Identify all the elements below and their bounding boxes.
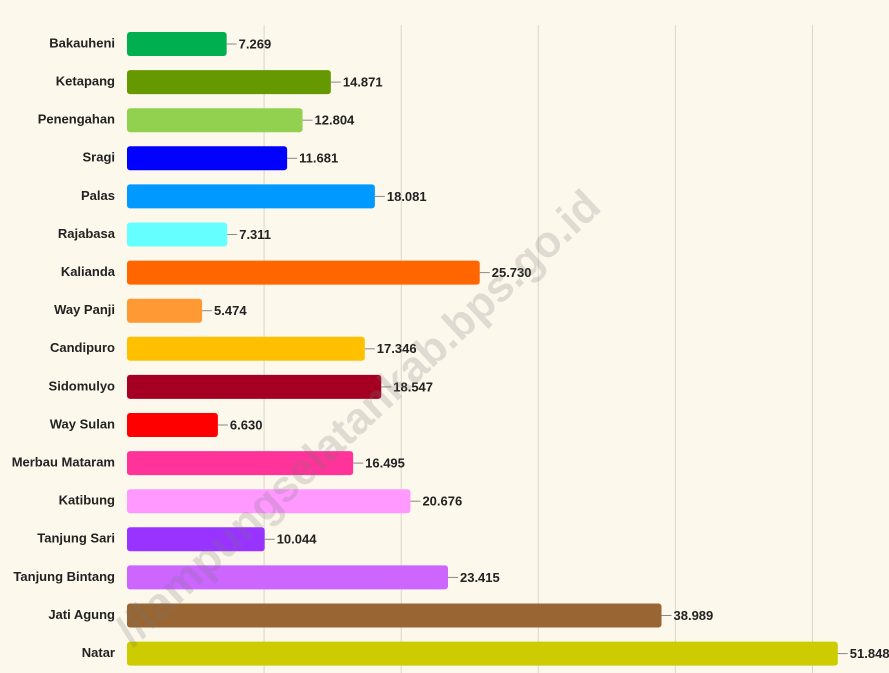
bar	[127, 184, 375, 209]
bar	[127, 298, 203, 323]
bars: Bakauheni 7.269 Ketapang 14.871 Penengahan 12…	[12, 32, 889, 666]
data-label: 12.804	[315, 113, 356, 128]
y-tick-label: Kalianda	[61, 264, 116, 279]
y-tick-label: Tanjung Bintang	[13, 569, 115, 584]
y-tick-label: Sragi	[82, 150, 115, 165]
bar	[127, 451, 354, 476]
data-label: 18.547	[393, 379, 433, 394]
bar	[127, 527, 265, 552]
data-label: 16.495	[365, 456, 405, 471]
data-label: 25.730	[492, 265, 532, 280]
y-tick-label: Natar	[82, 645, 115, 660]
bar	[127, 565, 448, 590]
y-tick-label: Palas	[81, 188, 115, 203]
data-label: 18.081	[387, 189, 427, 204]
data-label: 11.681	[299, 151, 338, 166]
data-label: 7.311	[239, 227, 271, 242]
data-label: 20.676	[422, 494, 462, 509]
data-label: 6.630	[230, 417, 263, 432]
bar	[127, 336, 365, 361]
bar	[127, 260, 480, 285]
data-label: 14.871	[343, 75, 383, 90]
data-label: 38.989	[674, 608, 714, 623]
data-label: 51.848	[850, 646, 889, 661]
y-tick-label: Sidomulyo	[49, 378, 116, 393]
y-tick-label: Candipuro	[50, 340, 115, 355]
bar	[127, 413, 218, 437]
data-label: 5.474	[214, 303, 247, 318]
y-tick-label: Ketapang	[56, 74, 115, 89]
bar	[127, 70, 331, 95]
y-tick-label: Merbau Mataram	[12, 455, 115, 470]
y-tick-label: Bakauheni	[49, 35, 115, 50]
y-tick-label: Rajabasa	[58, 226, 116, 241]
y-tick-label: Way Panji	[54, 302, 115, 317]
y-tick-label: Way Sulan	[50, 416, 115, 431]
y-tick-label: Tanjung Sari	[37, 531, 115, 546]
bar	[127, 641, 838, 666]
y-tick-label: Katibung	[59, 493, 115, 508]
bar	[127, 489, 411, 514]
data-label: 17.346	[377, 341, 417, 356]
bar	[127, 146, 288, 171]
bar	[127, 32, 227, 56]
data-label: 7.269	[239, 36, 272, 51]
y-tick-label: Jati Agung	[48, 607, 115, 622]
y-tick-label: Penengahan	[38, 112, 115, 127]
bar	[127, 374, 382, 399]
bar	[127, 222, 228, 247]
data-label: 10.044	[277, 532, 318, 547]
bar	[127, 603, 662, 628]
grid	[263, 25, 813, 673]
data-label: 23.415	[460, 570, 500, 585]
bar	[127, 108, 303, 133]
